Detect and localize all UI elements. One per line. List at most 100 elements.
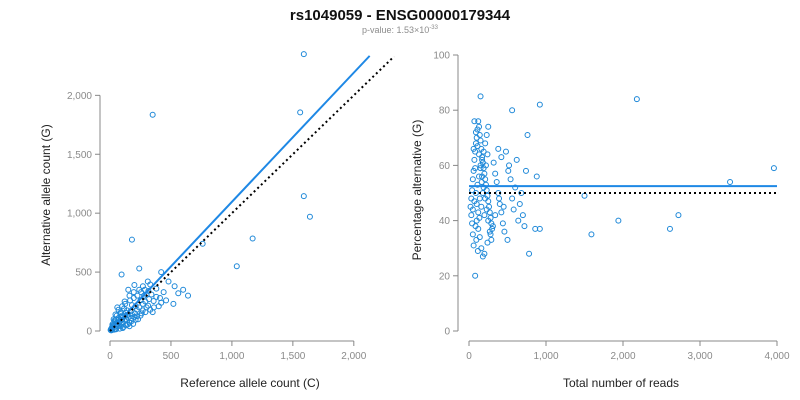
- right-data-point: [474, 143, 481, 150]
- right-data-point: [496, 201, 503, 208]
- right-data-point: [477, 93, 484, 100]
- right-x-tick-label: 1,000: [533, 351, 558, 362]
- left-x-tick-label: 1,500: [280, 351, 305, 362]
- left-data-point: [118, 271, 125, 278]
- right-data-point: [468, 195, 475, 202]
- right-y-tick-label: 40: [439, 216, 451, 227]
- right-data-point: [486, 209, 493, 216]
- left-data-point: [128, 236, 135, 243]
- right-data-point: [492, 212, 499, 219]
- right-data-point: [526, 250, 533, 257]
- right-data-point: [533, 173, 540, 180]
- right-data-point: [516, 201, 523, 208]
- left-data-point: [134, 292, 141, 299]
- right-data-point: [492, 170, 499, 177]
- left-y-tick-label: 0: [86, 327, 92, 338]
- right-data-point: [474, 181, 481, 188]
- left-data-point: [125, 314, 132, 321]
- left-data-point: [132, 316, 139, 323]
- right-data-point: [477, 137, 484, 144]
- left-data-point: [306, 213, 313, 220]
- right-data-point: [488, 236, 495, 243]
- right-x-tick-label: 3,000: [687, 351, 712, 362]
- left-data-point: [125, 286, 132, 293]
- right-data-point: [472, 190, 479, 196]
- left-data-point: [131, 282, 138, 289]
- right-data-point: [506, 162, 513, 169]
- right-data-point: [476, 132, 483, 139]
- p-value-exponent: -33: [429, 25, 438, 31]
- right-data-point: [479, 156, 486, 163]
- left-reference-line: [109, 55, 395, 332]
- left-y-tick-label: 500: [75, 268, 92, 279]
- right-data-point: [475, 209, 482, 216]
- right-data-point: [493, 178, 500, 185]
- right-data-point: [469, 187, 476, 194]
- left-data-point: [112, 311, 119, 318]
- right-data-point: [471, 156, 478, 163]
- right-y-tick-label: 20: [439, 271, 451, 282]
- right-scatter-plot: 0 20 40 60 80 100 0 1,000 2,000 3,000 4,000 Total n…: [410, 51, 790, 391]
- left-data-point: [158, 299, 165, 306]
- right-data-point: [483, 132, 490, 139]
- left-data-point: [134, 313, 141, 320]
- right-data-point: [480, 148, 487, 155]
- right-data-point: [482, 162, 489, 169]
- right-data-point: [499, 220, 506, 227]
- right-data-point: [727, 178, 734, 185]
- left-data-point: [128, 317, 135, 324]
- left-x-tick-label: 2,000: [341, 351, 366, 362]
- right-data-point: [519, 212, 526, 219]
- right-data-point: [481, 212, 488, 219]
- right-data-point: [485, 217, 492, 224]
- right-data-point: [487, 231, 494, 238]
- right-data-point: [469, 231, 476, 238]
- left-data-point: [128, 311, 135, 318]
- right-data-point: [478, 203, 485, 210]
- right-data-point: [498, 209, 505, 216]
- left-y-axis-label: Alternative allele count (G): [39, 124, 53, 265]
- right-data-point: [588, 231, 595, 238]
- right-data-point: [485, 123, 492, 130]
- right-data-point: [666, 225, 673, 232]
- right-data-point: [501, 228, 508, 235]
- right-data-point: [486, 228, 493, 235]
- right-data-point: [480, 184, 487, 191]
- right-data-point: [484, 151, 491, 158]
- right-data-point: [615, 217, 622, 224]
- left-data-point: [163, 297, 170, 304]
- left-y-tick-label: 1,500: [67, 150, 92, 161]
- left-fit-line: [109, 55, 371, 332]
- left-data-point: [185, 292, 192, 299]
- right-data-point: [515, 217, 522, 224]
- right-x-tick-label: 2,000: [610, 351, 635, 362]
- right-data-point: [476, 151, 483, 158]
- right-data-point: [536, 225, 543, 232]
- p-value-text: p-value: 1.53×10-33: [362, 25, 439, 35]
- right-data-point: [472, 272, 479, 279]
- left-data-point: [126, 323, 133, 330]
- p-value-prefix: p-value: 1.53×10: [362, 25, 429, 35]
- left-data-point: [180, 286, 187, 293]
- right-data-point: [500, 203, 507, 210]
- right-y-tick-label: 80: [439, 106, 451, 117]
- right-x-tick-label: 0: [466, 351, 472, 362]
- right-data-point: [502, 148, 509, 155]
- left-data-point: [160, 289, 167, 296]
- right-data-point: [633, 96, 640, 103]
- page-title: rs1049059 - ENSG00000179344: [290, 7, 511, 24]
- right-data-point: [581, 192, 588, 199]
- left-x-tick-label: 1,000: [219, 351, 244, 362]
- right-data-point: [476, 234, 483, 241]
- right-data-point: [469, 220, 476, 227]
- left-data-point: [137, 312, 144, 319]
- left-y-tick-label: 1,000: [67, 209, 92, 220]
- left-data-point: [126, 292, 133, 299]
- right-data-point: [471, 118, 478, 125]
- right-data-point: [509, 195, 516, 202]
- right-y-tick-label: 60: [439, 161, 451, 172]
- left-scatter-plot: 0 500 1,000 1,500 2,000 0 500 1,000 1,500 2,000 Re…: [39, 51, 395, 390]
- left-y-tick-label: 2,000: [67, 91, 92, 102]
- left-data-point: [158, 269, 165, 276]
- left-data-point: [170, 300, 177, 307]
